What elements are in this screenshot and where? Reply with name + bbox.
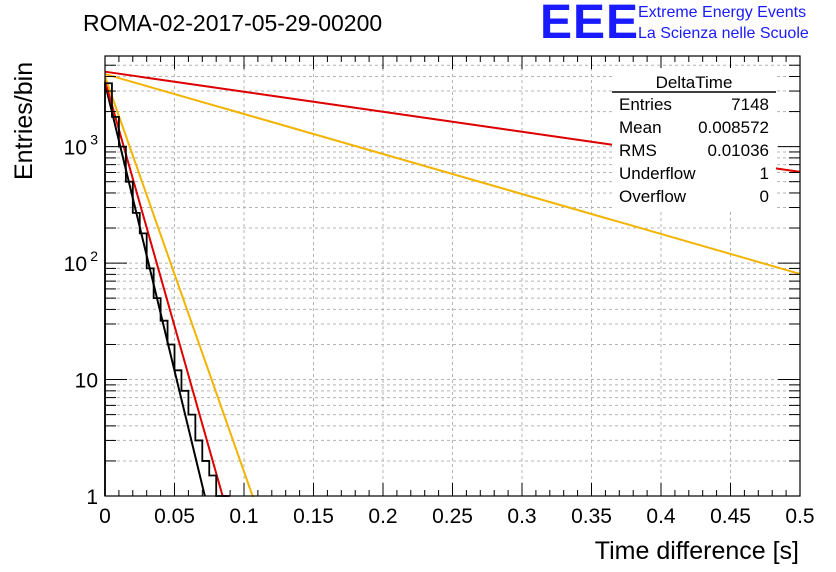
y-tick-label: 10: [64, 137, 87, 160]
y-tick-exponent: 3: [90, 132, 98, 148]
x-tick-label: 0.15: [293, 505, 334, 528]
logo-line-1: Extreme Energy Events: [638, 4, 807, 21]
logo-letters: EEE: [540, 0, 640, 49]
stats-value: 7148: [731, 95, 769, 114]
chart-title: ROMA-02-2017-05-29-00200: [83, 10, 383, 36]
fit-curve-2: [104, 76, 254, 497]
x-axis-label: Time difference [s]: [595, 537, 799, 565]
stats-label: Overflow: [619, 187, 687, 206]
x-tick-label: 0.3: [507, 505, 536, 528]
eee-logo: EEE Extreme Energy Events La Scienza nel…: [540, 0, 836, 49]
stats-label: Mean: [619, 118, 662, 137]
y-tick-label: 1: [86, 486, 98, 509]
fit-curve-3: [104, 73, 801, 275]
x-tick-label: 0.35: [571, 505, 612, 528]
x-tick-label: 0: [99, 505, 111, 528]
stats-value: 0.01036: [708, 141, 769, 160]
y-axis-label: Entries/bin: [10, 62, 38, 180]
fit-curve-0: [104, 83, 206, 497]
stats-label: RMS: [619, 141, 657, 160]
stats-label: Entries: [619, 95, 672, 114]
logo-line-2: La Scienza nelle Scuole: [638, 25, 809, 42]
y-tick-label: 10: [64, 253, 87, 276]
x-tick-label: 0.45: [710, 505, 751, 528]
x-tick-label: 0.05: [154, 505, 195, 528]
series-layer: [104, 70, 801, 497]
axis-tick-labels: 0 0.05 0.1 0.15 0.2 0.25 0.3 0.35 0.4 0.45 0.51101…: [64, 132, 815, 528]
stats-value: 0: [760, 187, 769, 206]
stats-value: 1: [760, 164, 769, 183]
x-tick-label: 0.5: [785, 505, 814, 528]
y-tick-exponent: 2: [90, 248, 98, 264]
stats-label: Underflow: [619, 164, 696, 183]
stats-value: 0.008572: [698, 118, 769, 137]
y-tick-label: 10: [75, 370, 98, 393]
x-tick-label: 0.2: [368, 505, 397, 528]
x-tick-label: 0.4: [646, 505, 676, 528]
stats-box: DeltaTime Entries 7148 Mean 0.008572 RMS 0.01…: [612, 68, 776, 210]
x-tick-label: 0.25: [432, 505, 473, 528]
stats-title: DeltaTime: [656, 73, 733, 92]
fit-curve-1: [104, 80, 228, 497]
axis-ticks: [104, 55, 801, 497]
stats-rows: Entries 7148 Mean 0.008572 RMS 0.01036 Underfl…: [619, 95, 769, 206]
x-tick-label: 0.1: [229, 505, 258, 528]
grid-lines: [105, 55, 800, 496]
